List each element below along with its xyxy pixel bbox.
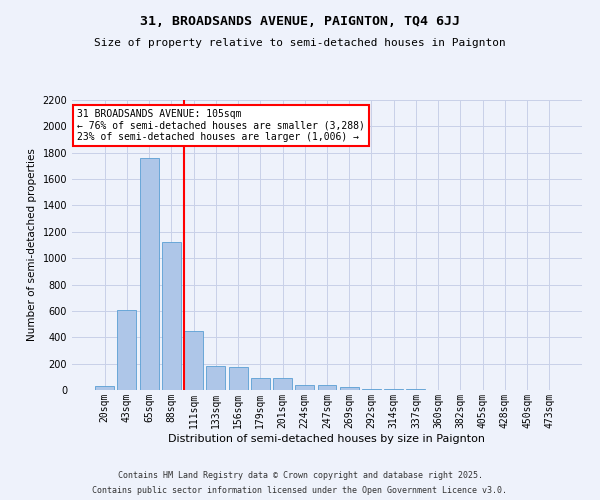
- Text: Size of property relative to semi-detached houses in Paignton: Size of property relative to semi-detach…: [94, 38, 506, 48]
- Text: Contains public sector information licensed under the Open Government Licence v3: Contains public sector information licen…: [92, 486, 508, 495]
- Bar: [317, 386, 337, 390]
- Bar: [184, 330, 203, 390]
- Bar: [95, 386, 114, 390]
- Y-axis label: Number of semi-detached properties: Number of semi-detached properties: [27, 148, 37, 342]
- Bar: [251, 378, 270, 390]
- Bar: [273, 378, 292, 390]
- Text: 31 BROADSANDS AVENUE: 105sqm
← 76% of semi-detached houses are smaller (3,288)
2: 31 BROADSANDS AVENUE: 105sqm ← 76% of se…: [77, 108, 365, 142]
- Bar: [295, 384, 314, 390]
- Bar: [162, 242, 181, 390]
- Bar: [206, 366, 225, 390]
- X-axis label: Distribution of semi-detached houses by size in Paignton: Distribution of semi-detached houses by …: [169, 434, 485, 444]
- Bar: [229, 367, 248, 390]
- Text: 31, BROADSANDS AVENUE, PAIGNTON, TQ4 6JJ: 31, BROADSANDS AVENUE, PAIGNTON, TQ4 6JJ: [140, 15, 460, 28]
- Bar: [340, 388, 359, 390]
- Bar: [384, 388, 403, 390]
- Text: Contains HM Land Registry data © Crown copyright and database right 2025.: Contains HM Land Registry data © Crown c…: [118, 471, 482, 480]
- Bar: [118, 310, 136, 390]
- Bar: [140, 158, 158, 390]
